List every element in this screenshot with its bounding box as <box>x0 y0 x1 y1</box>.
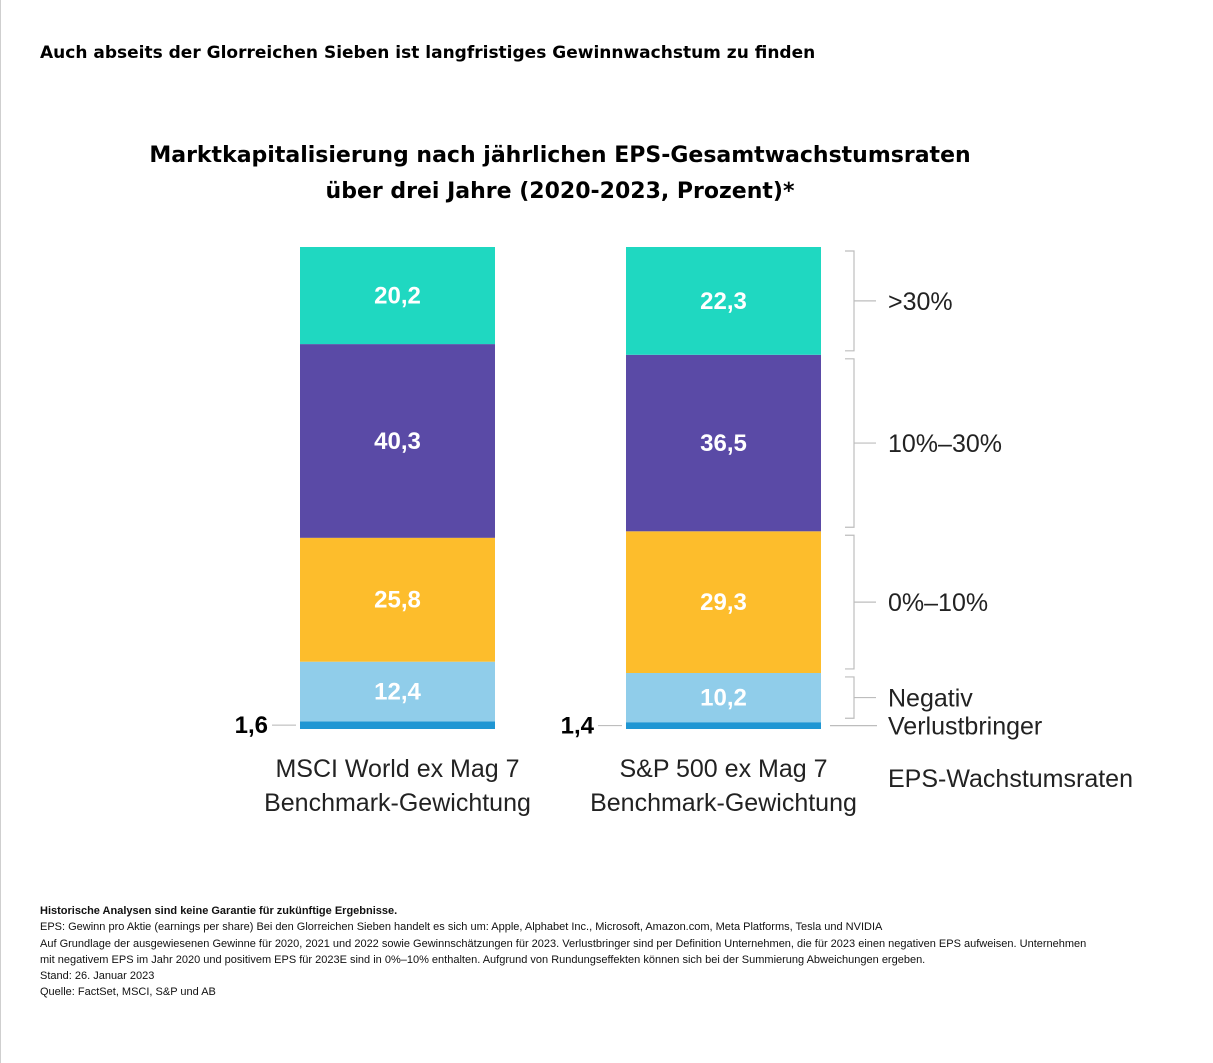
headline: Auch abseits der Glorreichen Sieben ist … <box>40 43 816 63</box>
bar-segment-1-1 <box>300 721 495 729</box>
category-label: Benchmark-Gewichtung <box>590 789 857 817</box>
category-label: Benchmark-Gewichtung <box>264 789 531 817</box>
legend-label: Verlustbringer <box>888 713 1042 741</box>
legend-label: 0%–10% <box>888 589 988 617</box>
data-label-small: 1,6 <box>235 712 268 739</box>
footnote-line: EPS: Gewinn pro Aktie (earnings per shar… <box>40 921 883 934</box>
legend-label: 10%–30% <box>888 430 1002 458</box>
category-label: MSCI World ex Mag 7 <box>275 755 519 783</box>
footnotes: Historische Analysen sind keine Garantie… <box>40 903 1200 1001</box>
footnote-date: Stand: 26. Januar 2023 <box>40 970 155 983</box>
chart-title-line2: über drei Jahre (2020-2023, Prozent)* <box>325 179 795 204</box>
data-label: 20,2 <box>374 283 421 310</box>
bar-segment-2-1 <box>626 722 821 729</box>
chart-title-line1: Marktkapitalisierung nach jährlichen EPS… <box>149 143 971 168</box>
legend-bracket <box>845 250 855 352</box>
bar-segment-2-2 <box>626 672 821 723</box>
left-border <box>0 0 1 1063</box>
data-label: 36,5 <box>700 430 747 457</box>
footnote-disclaimer: Historische Analysen sind keine Garantie… <box>40 905 398 917</box>
legend-bracket <box>845 358 855 528</box>
category-label: S&P 500 ex Mag 7 <box>619 755 827 783</box>
footnote-line: mit negativem EPS im Jahr 2020 und posit… <box>40 953 926 966</box>
legend-bracket <box>845 676 855 719</box>
footnote-line: Auf Grundlage der ausgewiesenen Gewinne … <box>40 937 1087 950</box>
legend-label: >30% <box>888 288 953 316</box>
bar-segment-1-2 <box>300 661 495 722</box>
data-label: 40,3 <box>374 428 421 455</box>
bar-segment-1-5 <box>300 247 495 345</box>
data-label: 22,3 <box>700 288 747 315</box>
data-label: 12,4 <box>374 679 421 706</box>
bar-segment-1-4 <box>300 344 495 538</box>
data-label: 29,3 <box>700 589 747 616</box>
legend-label: Negativ <box>888 685 973 713</box>
bar-segment-2-5 <box>626 247 821 355</box>
footnote-source: Quelle: FactSet, MSCI, S&P und AB <box>40 986 216 999</box>
data-label: 25,8 <box>374 587 421 614</box>
stacked-bar-chart: 12,4 25,8 40,3 20,2 1,6 MSCI World ex Mag 7 Be… <box>235 247 1133 817</box>
legend-title: EPS-Wachstumsraten <box>888 765 1133 793</box>
bar-segment-2-3 <box>626 531 821 673</box>
data-label: 10,2 <box>700 685 747 712</box>
bar-segment-2-4 <box>626 354 821 532</box>
legend-bracket <box>845 534 855 670</box>
data-label-small: 1,4 <box>561 713 595 740</box>
bar-segment-1-3 <box>300 537 495 662</box>
